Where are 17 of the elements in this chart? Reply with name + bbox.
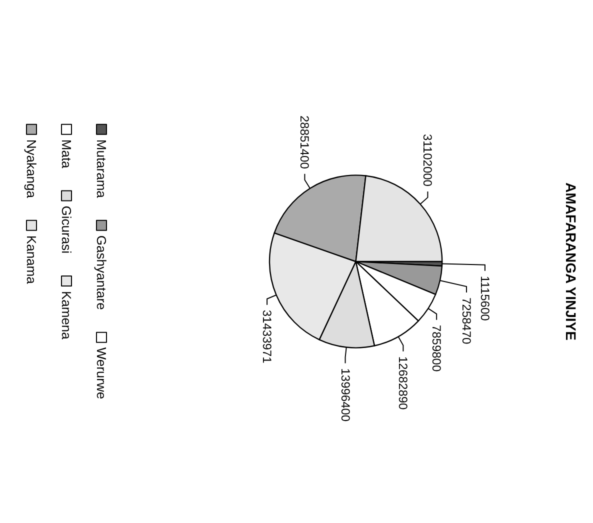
data-label: 31102000 bbox=[420, 134, 435, 187]
legend-label: Werurwe bbox=[94, 347, 109, 400]
legend-label: Mutarama bbox=[94, 139, 109, 199]
data-label: 13996400 bbox=[338, 368, 352, 422]
legend-label: Kanama bbox=[24, 235, 39, 285]
data-label: 28851400 bbox=[298, 115, 312, 170]
data-label: 1115600 bbox=[478, 276, 492, 322]
legend-label: Gashyantare bbox=[94, 235, 109, 310]
data-label: 12682890 bbox=[396, 356, 410, 410]
text: AMAFARANGA YINJIYE bbox=[563, 182, 579, 340]
legend-label: Nyakanga bbox=[24, 139, 39, 199]
legend-label: Mata bbox=[59, 139, 74, 170]
data-label: 7258470 bbox=[460, 297, 474, 345]
data-label: 31433971 bbox=[260, 310, 274, 364]
legend-label: Gicurasi bbox=[59, 206, 74, 254]
legend-label: Kamena bbox=[59, 290, 74, 340]
data-label: 7859800 bbox=[430, 324, 444, 372]
